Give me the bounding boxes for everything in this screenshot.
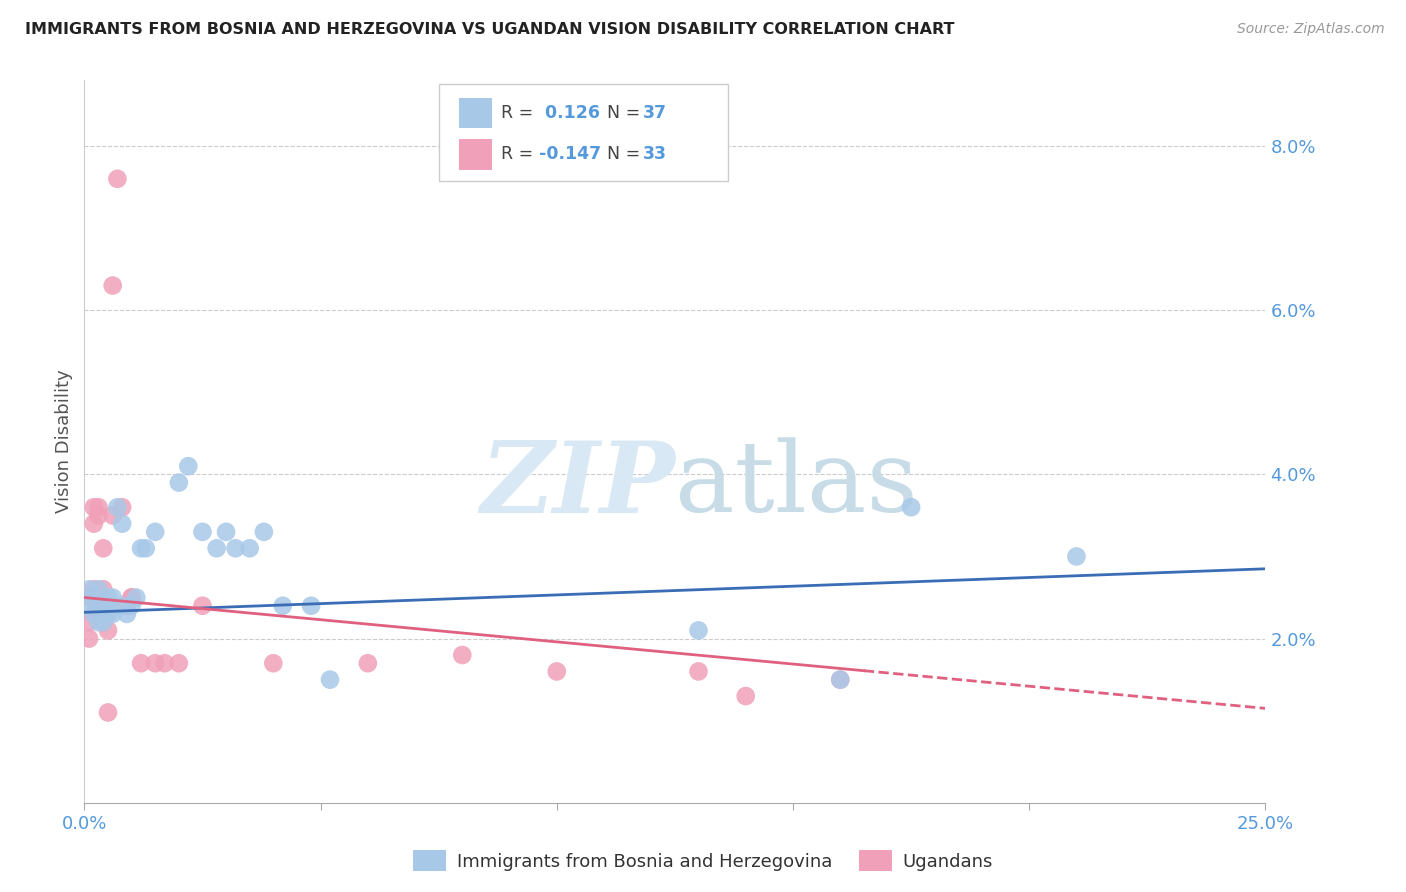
Point (77, 591, 100, 605)
Y-axis label: Vision Disability: Vision Disability (55, 369, 73, 514)
Point (97, 624, 120, 638)
Text: -0.147: -0.147 (538, 145, 602, 163)
Text: R =: R = (502, 103, 538, 122)
Point (143, 657, 166, 671)
Text: Source: ZipAtlas.com: Source: ZipAtlas.com (1237, 22, 1385, 37)
Point (107, 171, 129, 186)
Point (87, 599, 110, 613)
Point (830, 673, 852, 687)
Point (451, 648, 474, 662)
Point (97, 591, 120, 605)
Point (111, 516, 134, 531)
Legend: Immigrants from Bosnia and Herzegovina, Ugandans: Immigrants from Bosnia and Herzegovina, … (406, 843, 1000, 879)
Point (121, 599, 143, 613)
Point (125, 591, 148, 605)
Point (91, 541, 114, 556)
Point (167, 657, 190, 671)
Point (97, 607, 120, 621)
Point (546, 665, 568, 679)
Point (1066, 549, 1088, 564)
Text: R =: R = (502, 145, 538, 163)
Point (271, 599, 294, 613)
Text: atlas: atlas (675, 437, 918, 533)
Point (83, 516, 105, 531)
Text: ZIP: ZIP (479, 437, 675, 533)
Point (83, 607, 105, 621)
Point (115, 599, 138, 613)
Point (91, 582, 114, 597)
Point (101, 591, 124, 605)
Point (101, 278, 124, 293)
Point (87, 582, 110, 597)
Point (177, 459, 200, 474)
Point (357, 657, 380, 671)
Point (91, 615, 114, 630)
Bar (458, 97, 492, 128)
Point (83, 500, 105, 515)
Point (87, 508, 110, 523)
Point (299, 599, 322, 613)
Point (77, 599, 100, 613)
Point (191, 599, 214, 613)
Point (215, 524, 238, 539)
Text: 33: 33 (643, 145, 666, 163)
Point (319, 673, 342, 687)
Point (205, 541, 228, 556)
FancyBboxPatch shape (439, 84, 728, 181)
Point (83, 582, 105, 597)
Point (107, 500, 129, 515)
Point (115, 607, 138, 621)
Point (225, 541, 247, 556)
Point (129, 657, 152, 671)
Point (91, 607, 114, 621)
Text: 0.126: 0.126 (538, 103, 600, 122)
Point (900, 500, 922, 515)
Point (153, 657, 176, 671)
Point (77, 582, 100, 597)
Point (77, 615, 100, 630)
Point (87, 599, 110, 613)
Point (121, 591, 143, 605)
Point (101, 607, 124, 621)
Point (87, 615, 110, 630)
Bar (458, 139, 492, 169)
Point (129, 541, 152, 556)
Point (121, 591, 143, 605)
Point (87, 500, 110, 515)
Text: N =: N = (596, 103, 645, 122)
Text: IMMIGRANTS FROM BOSNIA AND HERZEGOVINA VS UGANDAN VISION DISABILITY CORRELATION : IMMIGRANTS FROM BOSNIA AND HERZEGOVINA V… (25, 22, 955, 37)
Point (135, 541, 157, 556)
Point (143, 524, 166, 539)
Point (111, 599, 134, 613)
Point (101, 508, 124, 523)
Point (239, 541, 262, 556)
Point (688, 624, 710, 638)
Point (87, 607, 110, 621)
Point (111, 500, 134, 515)
Point (97, 706, 120, 720)
Point (688, 665, 710, 679)
Text: 37: 37 (643, 103, 666, 122)
Text: N =: N = (596, 145, 645, 163)
Point (734, 689, 756, 703)
Point (262, 657, 284, 671)
Point (167, 475, 190, 490)
Point (83, 591, 105, 605)
Point (830, 673, 852, 687)
Point (191, 524, 214, 539)
Point (253, 524, 276, 539)
Point (77, 632, 100, 646)
